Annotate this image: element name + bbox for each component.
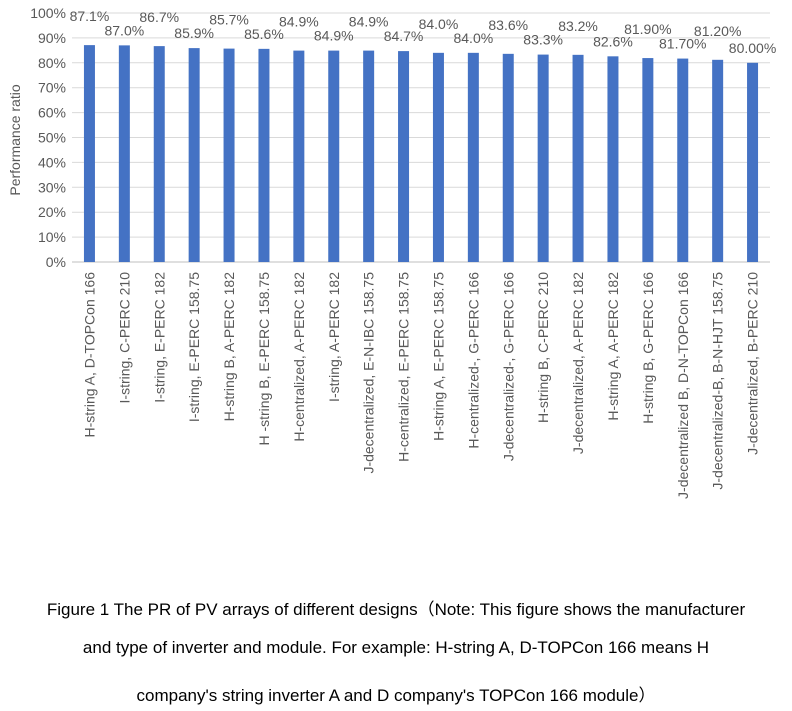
data-label: 83.2% — [558, 18, 598, 34]
y-tick-label: 10% — [38, 229, 66, 245]
bar — [328, 50, 340, 262]
bar — [432, 52, 444, 263]
x-axis-ticks: H-string A, D-TOPCon 166 I-string, C-PERC… — [81, 272, 760, 499]
data-label: 87.0% — [104, 22, 144, 38]
x-tick-label: H-centralized-, G-PERC 166 — [465, 272, 481, 449]
x-tick-label: H-centralized, E-PERC 158.75 — [396, 272, 412, 462]
data-label: 85.7% — [209, 12, 249, 28]
data-label: 81.70% — [659, 36, 706, 52]
data-label: 81.90% — [624, 21, 671, 37]
x-tick-label: H -string B, E-PERC 158.75 — [256, 272, 272, 446]
y-tick-label: 50% — [38, 130, 66, 146]
data-label: 83.3% — [523, 32, 563, 48]
figure-caption-line-1: Figure 1 The PR of PV arrays of differen… — [46, 600, 746, 619]
data-label: 84.7% — [384, 28, 424, 44]
x-tick-label: H-string B, G-PERC 166 — [640, 272, 656, 424]
bar — [398, 51, 410, 262]
bar — [83, 45, 95, 262]
bar-chart: 0%10%20%30%40%50%60%70%80%90%100% 87.1%8… — [7, 5, 777, 499]
x-tick-label: H-string B, A-PERC 182 — [221, 272, 237, 422]
x-tick-label: H-string A, A-PERC 182 — [605, 272, 621, 421]
x-tick-label: J-decentralized, B-PERC 210 — [745, 272, 761, 455]
data-label: 87.1% — [70, 8, 110, 24]
bar — [642, 58, 654, 262]
bar — [188, 48, 200, 262]
bar — [118, 45, 130, 263]
data-label: 85.6% — [244, 26, 284, 42]
bar — [153, 46, 165, 262]
data-label: 85.9% — [174, 25, 214, 41]
bar — [293, 50, 305, 262]
x-tick-label: J-decentralized, A-PERC 182 — [570, 272, 586, 454]
y-tick-label: 60% — [38, 105, 66, 121]
bar — [712, 59, 724, 263]
x-tick-label: J-decentralized B, D-N-TOPCon 166 — [675, 272, 691, 499]
data-label: 84.0% — [453, 30, 493, 46]
y-tick-label: 100% — [30, 5, 66, 21]
x-tick-label: H-string A, D-TOPCon 166 — [81, 272, 97, 438]
x-tick-label: H-string B, C-PERC 210 — [535, 272, 551, 423]
y-tick-label: 70% — [38, 80, 66, 96]
data-label: 84.9% — [279, 14, 319, 30]
data-labels: 87.1%87.0%86.7%85.9%85.7%85.6%84.9%84.9%… — [70, 8, 777, 56]
y-tick-label: 20% — [38, 204, 66, 220]
chart: 0% 10% 20% 30% 40% 50% 60% 70% 80% 90% 100% 87.1% 8… — [7, 5, 777, 499]
data-label: 86.7% — [139, 9, 179, 25]
data-label: 84.0% — [419, 16, 459, 32]
x-tick-label: J-decentralized-, G-PERC 166 — [500, 272, 516, 461]
figure-caption-line-2: and type of inverter and module. For exa… — [82, 638, 710, 657]
bar — [363, 50, 375, 262]
figure-caption-line-3: company's string inverter A and D compan… — [136, 686, 656, 705]
x-tick-label: I-string, E-PERC 182 — [151, 272, 167, 403]
x-tick-label: J-decentralized-B, B-N-HJT 158.75 — [710, 272, 726, 490]
x-tick-label: H-string A, E-PERC 158.75 — [430, 272, 446, 441]
x-tick-label: I-string, A-PERC 182 — [326, 272, 342, 402]
bar — [467, 52, 479, 263]
data-label: 81.20% — [694, 23, 741, 39]
data-label: 80.00% — [729, 40, 776, 56]
bar — [572, 54, 584, 262]
y-axis-ticks: 0% 10% 20% 30% 40% 50% 60% 70% 80% 90% 100% — [30, 5, 66, 270]
x-tick-label: I-string, C-PERC 210 — [116, 272, 132, 404]
bar — [537, 54, 549, 262]
gridlines — [72, 12, 770, 263]
x-tick-label: H-centralized, A-PERC 182 — [291, 272, 307, 442]
y-tick-label: 80% — [38, 55, 66, 71]
x-tick-label: J-decentralized, E-N-IBC 158.75 — [361, 272, 377, 474]
data-label: 84.9% — [349, 14, 389, 30]
bars — [83, 45, 759, 263]
y-tick-label: 30% — [38, 179, 66, 195]
bar — [258, 48, 270, 262]
y-tick-label: 0% — [46, 254, 66, 270]
bar — [223, 48, 235, 263]
x-tick-label: I-string, E-PERC 158.75 — [186, 272, 202, 422]
bar — [747, 62, 759, 262]
data-label: 83.6% — [488, 17, 528, 33]
data-label: 84.9% — [314, 28, 354, 44]
y-tick-label: 90% — [38, 30, 66, 46]
y-tick-label: 40% — [38, 154, 66, 170]
data-label: 82.6% — [593, 33, 633, 49]
bar — [677, 58, 689, 262]
bar — [502, 53, 514, 262]
y-axis-title: Performance ratio — [7, 84, 23, 195]
bar — [607, 56, 619, 262]
